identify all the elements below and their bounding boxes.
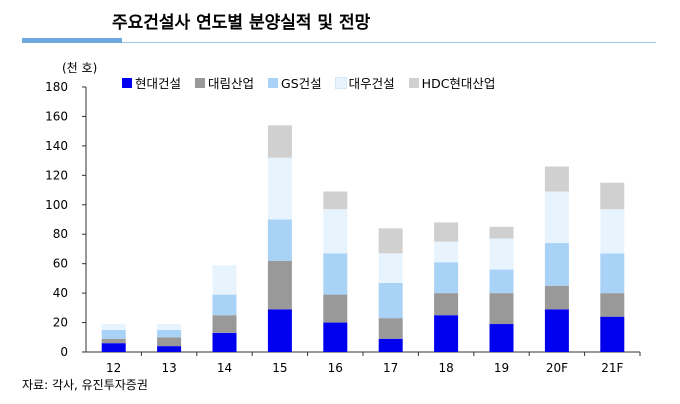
bar-segment — [212, 294, 237, 316]
bar-segment — [434, 315, 459, 352]
bar-segment — [600, 209, 625, 254]
y-tick-label: 60 — [53, 257, 68, 271]
x-tick-label: 16 — [328, 361, 343, 375]
y-tick-label: 100 — [45, 198, 68, 212]
x-tick-label: 13 — [161, 361, 176, 375]
bar-segment — [157, 324, 182, 330]
bar-segment — [101, 324, 126, 330]
legend-item: GS건설 — [268, 73, 322, 92]
bar-segment — [489, 238, 514, 270]
legend-label: 현대건설 — [135, 76, 182, 91]
bar-segment — [378, 338, 403, 352]
legend-swatch — [122, 77, 132, 88]
bar-segment — [378, 228, 403, 254]
legend-swatch — [334, 76, 347, 89]
chart-title: 주요건설사 연도별 분양실적 및 전망 — [112, 13, 371, 33]
bar-segment — [434, 293, 459, 316]
bar-segment — [378, 253, 403, 283]
legend-item: HDC현대산업 — [408, 73, 496, 92]
y-tick-label: 180 — [45, 80, 68, 94]
bar-segment — [212, 315, 237, 333]
bar-segment — [600, 182, 625, 210]
x-tick-label: 15 — [272, 361, 287, 375]
bar-segment — [544, 285, 569, 310]
legend-swatch — [268, 77, 279, 88]
bar-segment — [600, 253, 625, 294]
x-tick-label: 20F — [546, 361, 568, 375]
y-tick-label: 160 — [45, 109, 68, 123]
bar-segment — [323, 209, 348, 254]
x-tick-label: 14 — [217, 361, 232, 375]
x-tick-label: 17 — [383, 361, 398, 375]
bar-segment — [434, 241, 459, 263]
bar-segment — [544, 309, 569, 352]
title-accent-bar — [22, 38, 122, 43]
legend-label: HDC현대산업 — [421, 76, 496, 91]
bar-segment — [489, 293, 514, 325]
bar-segment — [267, 309, 292, 352]
legend-swatch — [408, 77, 419, 88]
title-underline — [122, 42, 656, 43]
legend-item: 대림산업 — [195, 73, 254, 92]
legend-item: 현대건설 — [122, 73, 181, 92]
bar-segment — [101, 343, 126, 352]
bar-segment — [323, 191, 348, 210]
source-note: 자료: 각사, 유진투자증권 — [22, 378, 148, 392]
bar-segment — [212, 265, 237, 295]
bar-segment — [489, 269, 514, 294]
bar-segment — [489, 226, 514, 239]
bar-segment — [323, 322, 348, 352]
x-tick-label: 21F — [601, 361, 623, 375]
y-tick-label: 80 — [53, 227, 68, 241]
y-tick-label: 140 — [45, 139, 68, 153]
bar-segment — [323, 294, 348, 323]
bar-segment — [544, 243, 569, 286]
bar-segment — [600, 316, 625, 352]
bar-segment — [267, 157, 292, 220]
bar-segment — [157, 337, 182, 347]
chart-legend: 현대건설 대림산업 GS건설 대우건설 HDC현대산업 — [122, 73, 495, 92]
bar-segment — [101, 338, 126, 344]
bar-segment — [544, 166, 569, 192]
legend-label: 대우건설 — [348, 76, 395, 91]
y-tick-label: 40 — [53, 286, 68, 300]
legend-label: 대림산업 — [208, 76, 255, 91]
bar-segment — [267, 219, 292, 261]
bar-segment — [434, 222, 459, 242]
bar-segment — [600, 293, 625, 317]
x-tick-label: 12 — [106, 361, 121, 375]
legend-label: GS건설 — [281, 76, 322, 91]
bar-segment — [101, 329, 126, 339]
legend-swatch — [195, 77, 206, 88]
bar-segment — [323, 253, 348, 295]
bar-segment — [489, 324, 514, 352]
bar-segment — [157, 346, 182, 352]
bar-segment — [267, 260, 292, 310]
bar-segment — [544, 191, 569, 244]
bar-segment — [212, 332, 237, 352]
x-tick-label: 18 — [438, 361, 453, 375]
y-tick-label: 0 — [60, 345, 68, 359]
bar-segment — [157, 329, 182, 338]
bar-segment — [434, 262, 459, 294]
y-tick-label: 20 — [53, 316, 68, 330]
y-axis-unit-label: (천 호) — [62, 61, 98, 75]
bar-segment — [378, 318, 403, 339]
bar-segment — [267, 125, 292, 158]
bar-segment — [378, 282, 403, 319]
x-tick-label: 19 — [494, 361, 509, 375]
y-tick-label: 120 — [45, 168, 68, 182]
legend-item: 대우건설 — [334, 73, 395, 92]
